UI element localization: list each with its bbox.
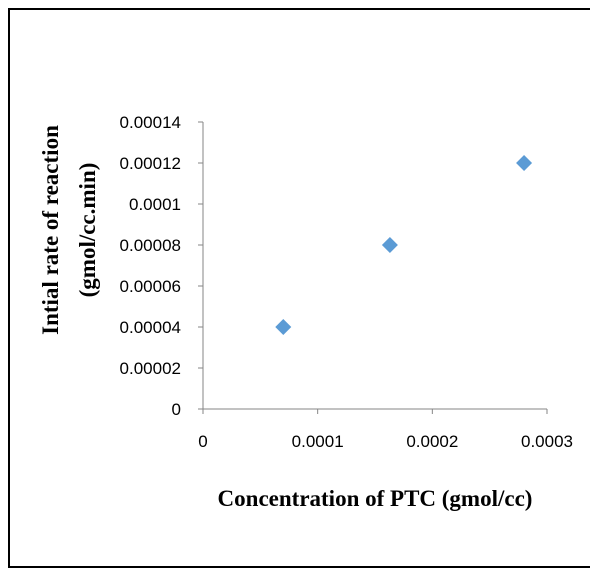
y-tick-label: 0.0001 <box>129 195 181 214</box>
chart: 0 0.00002 0.00004 0.00006 0.00008 0.0001 0.000… <box>38 113 573 511</box>
x-tick-label: 0 <box>198 432 207 451</box>
y-tick-label: 0.00012 <box>120 154 181 173</box>
chart-frame <box>8 8 590 568</box>
y-tick-label: 0.00002 <box>120 359 181 378</box>
y-tick-label: 0.00006 <box>120 277 181 296</box>
tick-labels: 0 0.00002 0.00004 0.00006 0.00008 0.0001 0.000… <box>120 113 573 451</box>
y-tick-label: 0.00004 <box>120 318 181 337</box>
y-tick-label: 0.00008 <box>120 236 181 255</box>
data-point <box>516 155 533 171</box>
x-axis-label: Concentration of PTC (gmol/cc) <box>218 486 533 511</box>
axes <box>198 121 548 414</box>
data-point <box>381 237 398 253</box>
data-point <box>275 319 292 335</box>
x-tick-label: 0.0003 <box>521 432 573 451</box>
y-tick-label: 0.00014 <box>120 113 181 132</box>
y-axis-label-line2: (gmol/cc.min) <box>75 163 100 298</box>
y-tick-label: 0 <box>172 400 181 419</box>
x-tick-label: 0.0002 <box>406 432 458 451</box>
data-points <box>275 155 533 335</box>
x-tick-label: 0.0001 <box>292 432 344 451</box>
y-axis-label-line1: Intial rate of reaction <box>38 125 63 335</box>
